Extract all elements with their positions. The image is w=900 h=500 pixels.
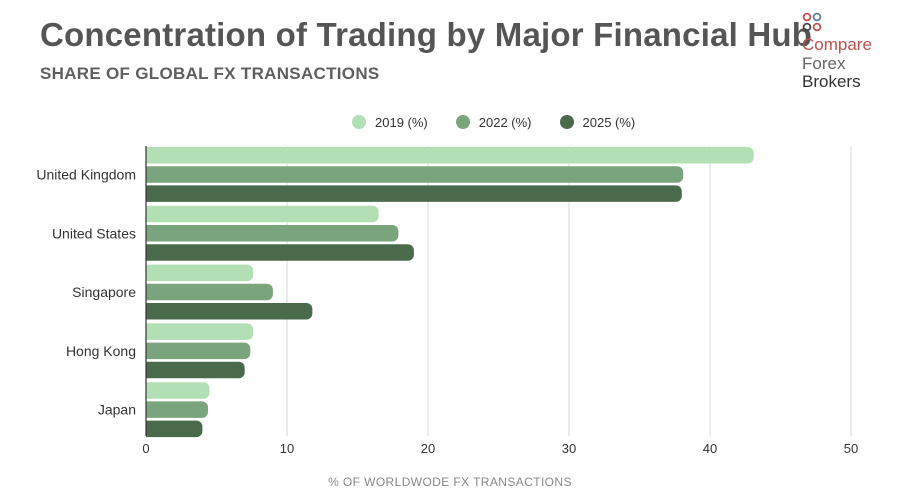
bar[interactable] (140, 342, 251, 360)
legend-label-2019: 2019 (%) (375, 114, 428, 130)
category-label: Hong Kong (66, 343, 136, 359)
x-tick-label: 20 (421, 441, 435, 456)
bar[interactable] (140, 323, 254, 340)
x-tick-label: 50 (844, 441, 858, 456)
category-label: United States (52, 225, 136, 241)
bar[interactable] (140, 244, 414, 261)
category-label: United Kingdom (36, 166, 136, 182)
legend-label-2022: 2022 (%) (478, 114, 532, 130)
x-tick-label: 30 (562, 441, 576, 456)
logo-word-compare: Compare (802, 35, 872, 54)
legend-item-2022[interactable]: 2022 (%) (455, 114, 532, 130)
chart-subtitle: SHARE OF GLOBAL FX TRANSACTIONS (40, 64, 380, 83)
bar[interactable] (140, 420, 203, 438)
bar[interactable] (140, 303, 313, 320)
axis-mask (138, 144, 146, 438)
bar[interactable] (140, 185, 682, 202)
legend-swatch-2019 (352, 115, 366, 129)
chart-legend: 2019 (%) 2022 (%) 2025 (%) (352, 112, 663, 132)
legend-item-2019[interactable]: 2019 (%) (352, 115, 428, 130)
category-label: Singapore (72, 284, 136, 300)
legend-swatch-2022 (455, 115, 470, 129)
bar[interactable] (140, 283, 273, 301)
logo-dots-icon (802, 12, 822, 32)
category-label: Japan (98, 402, 136, 418)
bar[interactable] (140, 361, 245, 379)
bar[interactable] (140, 205, 379, 223)
logo-word-forex: Forex (802, 54, 846, 73)
logo-word-brokers: Brokers (802, 72, 861, 91)
bar[interactable] (140, 225, 399, 242)
bar[interactable] (140, 166, 684, 183)
legend-swatch-2025 (559, 115, 574, 129)
legend-label-2025: 2025 (%) (582, 114, 636, 130)
bar[interactable] (140, 401, 209, 418)
x-axis-label: % OF WORLDWODE FX TRANSACTIONS (328, 475, 572, 489)
bar[interactable] (140, 147, 754, 164)
legend-item-2025[interactable]: 2025 (%) (559, 114, 636, 130)
x-tick-label: 0 (142, 441, 149, 456)
bar[interactable] (140, 382, 210, 399)
compare-forex-brokers-logo: Compare Forex Brokers (800, 12, 896, 92)
x-tick-label: 10 (280, 441, 294, 456)
bar[interactable] (140, 264, 254, 282)
x-tick-label: 40 (703, 441, 717, 456)
chart-title: Concentration of Trading by Major Financ… (40, 16, 813, 53)
